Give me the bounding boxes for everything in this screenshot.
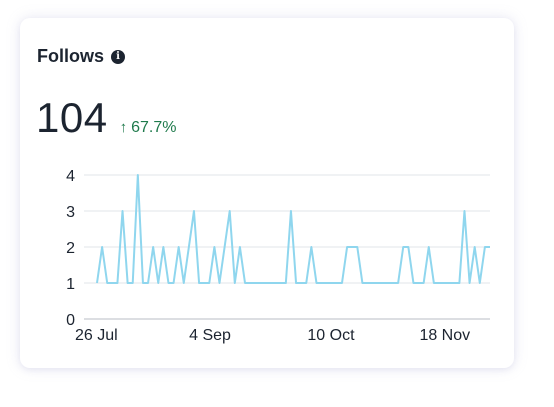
card-title: Follows [37, 46, 104, 66]
metric-value: 104 [36, 94, 108, 141]
arrow-up-icon: ↑ [119, 119, 128, 136]
metric-row: 104 ↑ 67.7% [36, 94, 176, 142]
y-tick-label: 0 [66, 312, 75, 329]
follows-card: Follows i 104 ↑ 67.7% [20, 18, 514, 368]
y-tick-label: 3 [66, 204, 75, 221]
info-icon[interactable]: i [111, 49, 125, 64]
y-tick-label: 4 [66, 168, 75, 185]
x-tick-label: 18 Nov [419, 327, 470, 344]
card-header: Follows i [37, 46, 125, 67]
y-axis-ticks: 0 1 2 3 4 [66, 168, 75, 329]
x-tick-label: 4 Sep [189, 327, 231, 344]
change-value: 67.7% [131, 119, 177, 136]
y-tick-label: 1 [66, 276, 75, 293]
x-tick-label: 10 Oct [307, 327, 355, 344]
series-points [96, 174, 491, 284]
series-line [96, 174, 490, 284]
x-axis-ticks: 26 Jul 4 Sep 10 Oct 18 Nov [75, 327, 470, 344]
x-tick-label: 26 Jul [75, 327, 118, 344]
y-tick-label: 2 [66, 240, 75, 257]
change-indicator: ↑ 67.7% [120, 119, 177, 137]
